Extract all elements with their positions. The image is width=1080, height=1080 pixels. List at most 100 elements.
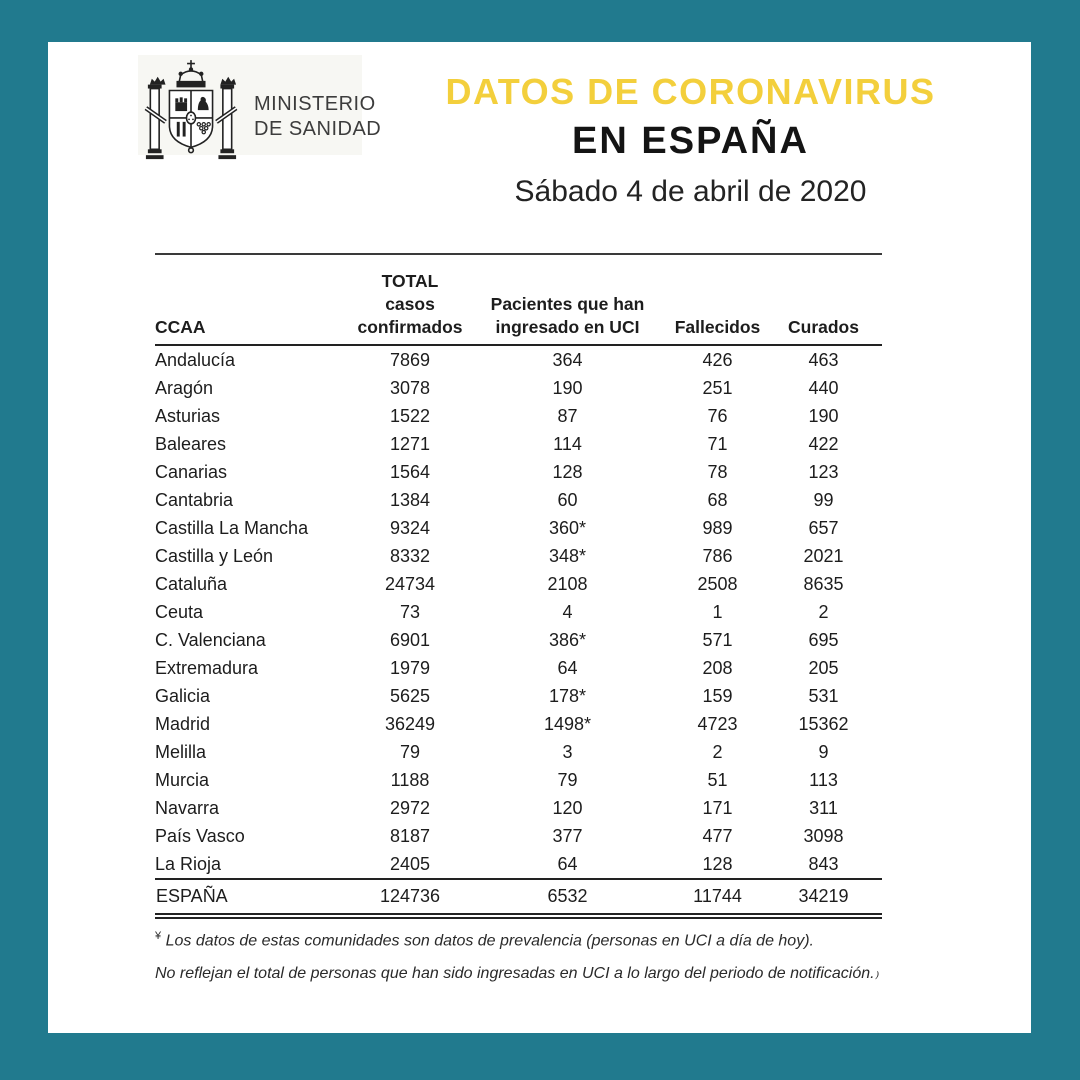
cell-uci: 360* bbox=[548, 517, 587, 538]
cell-total-confirmados: 1384 bbox=[389, 489, 431, 510]
cell-curados: 440 bbox=[808, 377, 839, 398]
table-row: Melilla 79 3 2 9 bbox=[155, 738, 882, 766]
cell-fallecidos: 78 bbox=[707, 461, 728, 482]
cell-ccaa: Melilla bbox=[155, 741, 207, 762]
cell-curados: 205 bbox=[808, 657, 839, 678]
table-header: CCAA TOTAL casos confirmados Pacientes q… bbox=[155, 254, 882, 346]
cell-uci: 364 bbox=[552, 349, 583, 370]
table-row: Galicia 5625 178* 159 531 bbox=[155, 682, 882, 710]
ministry-line2: DE SANIDAD bbox=[254, 118, 382, 140]
table-row: Cantabria 1384 60 68 99 bbox=[155, 486, 882, 514]
page-title: DATOS DE CORONAVIRUS bbox=[445, 71, 936, 112]
cell-curados: 3098 bbox=[803, 825, 844, 846]
cell-fallecidos: 159 bbox=[702, 685, 733, 706]
table-row: Castilla La Mancha 9324 360* 989 657 bbox=[155, 514, 882, 542]
cell-ccaa: Ceuta bbox=[155, 601, 204, 622]
table-row: Cataluña 24734 2108 2508 8635 bbox=[155, 570, 882, 598]
cell-uci: 377 bbox=[552, 825, 583, 846]
total-confirmados: 124736 bbox=[355, 878, 465, 919]
cell-uci: 1498* bbox=[543, 713, 592, 734]
table-row: Canarias 1564 128 78 123 bbox=[155, 458, 882, 486]
cell-uci: 348* bbox=[548, 545, 587, 566]
cell-curados: 657 bbox=[808, 517, 839, 538]
cell-curados: 190 bbox=[808, 405, 839, 426]
cell-uci: 64 bbox=[557, 657, 578, 678]
cell-uci: 128 bbox=[552, 461, 583, 482]
cell-fallecidos: 2 bbox=[712, 741, 723, 762]
cell-total-confirmados: 24734 bbox=[384, 573, 436, 594]
cell-curados: 8635 bbox=[803, 573, 844, 594]
total-uci: 6532 bbox=[465, 878, 670, 919]
cell-fallecidos: 171 bbox=[702, 797, 733, 818]
cell-curados: 311 bbox=[809, 797, 838, 818]
cell-curados: 113 bbox=[809, 769, 838, 790]
cell-total-confirmados: 9324 bbox=[389, 517, 431, 538]
header-total-confirmados: TOTAL casos confirmados bbox=[355, 254, 465, 346]
cell-total-confirmados: 1271 bbox=[389, 433, 431, 454]
page-subtitle: EN ESPAÑA bbox=[572, 120, 809, 162]
cell-total-confirmados: 8332 bbox=[389, 545, 431, 566]
cell-total-confirmados: 1979 bbox=[389, 657, 431, 678]
table-total-row: ESPAÑA 124736 6532 11744 34219 bbox=[155, 878, 882, 919]
table-row: Aragón 3078 190 251 440 bbox=[155, 374, 882, 402]
cell-ccaa: Castilla La Mancha bbox=[155, 517, 309, 538]
cell-curados: 463 bbox=[808, 349, 839, 370]
header-curados: Curados bbox=[765, 254, 882, 346]
cell-fallecidos: 51 bbox=[707, 769, 728, 790]
table-row: Navarra 2972 120 171 311 bbox=[155, 794, 882, 822]
cell-fallecidos: 989 bbox=[702, 517, 733, 538]
cell-ccaa: Madrid bbox=[155, 713, 211, 734]
cell-total-confirmados: 73 bbox=[399, 601, 421, 622]
cell-ccaa: Andalucía bbox=[155, 349, 236, 370]
covid-data-table: CCAA TOTAL casos confirmados Pacientes q… bbox=[155, 253, 882, 919]
cell-uci: 60 bbox=[557, 489, 578, 510]
cell-total-confirmados: 36249 bbox=[384, 713, 436, 734]
table-row: Asturias 1522 87 76 190 bbox=[155, 402, 882, 430]
cell-ccaa: Cataluña bbox=[155, 573, 228, 594]
cell-total-confirmados: 3078 bbox=[389, 377, 431, 398]
ministry-name: MINISTERIO DE SANIDAD bbox=[254, 92, 381, 142]
cell-uci: 2108 bbox=[547, 573, 588, 594]
infographic-card: MINISTERIO DE SANIDAD DATOS DE CORONAVIR… bbox=[48, 42, 1031, 1033]
cell-uci: 114 bbox=[553, 433, 582, 454]
cell-fallecidos: 71 bbox=[707, 433, 728, 454]
cell-ccaa: Navarra bbox=[155, 797, 220, 818]
table-row: Baleares 1271 114 71 422 bbox=[155, 430, 882, 458]
cell-curados: 123 bbox=[808, 461, 839, 482]
cell-ccaa: Baleares bbox=[155, 433, 227, 454]
table-body: Andalucía 7869 364 426 463 Aragón 3078 190 251 44… bbox=[155, 345, 882, 879]
footnote-marker: ¥ bbox=[155, 930, 162, 942]
cell-fallecidos: 76 bbox=[707, 405, 728, 426]
header-ccaa: CCAA bbox=[155, 254, 355, 346]
table-row: País Vasco 8187 377 477 3098 bbox=[155, 822, 882, 850]
cell-total-confirmados: 8187 bbox=[389, 825, 431, 846]
table-row: Castilla y León 8332 348* 786 2021 bbox=[155, 542, 882, 570]
cell-total-confirmados: 1564 bbox=[389, 461, 431, 482]
cell-fallecidos: 68 bbox=[707, 489, 728, 510]
cell-fallecidos: 208 bbox=[702, 657, 733, 678]
cell-ccaa: Galicia bbox=[155, 685, 211, 706]
cell-total-confirmados: 1188 bbox=[390, 769, 430, 790]
cell-ccaa: C. Valenciana bbox=[155, 629, 266, 650]
cell-curados: 15362 bbox=[798, 713, 849, 734]
header-fallecidos: Fallecidos bbox=[670, 254, 765, 346]
cell-total-confirmados: 5625 bbox=[389, 685, 431, 706]
table-row: Extremadura 1979 64 208 205 bbox=[155, 654, 882, 682]
cell-curados: 422 bbox=[808, 433, 839, 454]
table-row: Andalucía 7869 364 426 463 bbox=[155, 345, 882, 374]
footnote-line1: ¥ Los datos de estas comunidades son dat… bbox=[155, 930, 814, 950]
total-fallecidos: 11744 bbox=[670, 878, 765, 919]
cell-total-confirmados: 6901 bbox=[389, 629, 431, 650]
footnote-line2: No reflejan el total de personas que han… bbox=[155, 965, 879, 983]
cell-curados: 2021 bbox=[803, 545, 844, 566]
cell-ccaa: Canarias bbox=[155, 461, 228, 482]
cell-curados: 531 bbox=[808, 685, 839, 706]
cell-ccaa: Murcia bbox=[155, 769, 210, 790]
cell-fallecidos: 128 bbox=[702, 853, 733, 874]
cell-ccaa: La Rioja bbox=[155, 853, 222, 874]
table-row: Murcia 1188 79 51 113 bbox=[155, 766, 882, 794]
cell-curados: 99 bbox=[813, 489, 834, 510]
cell-fallecidos: 571 bbox=[702, 629, 733, 650]
cell-ccaa: País Vasco bbox=[155, 825, 245, 846]
